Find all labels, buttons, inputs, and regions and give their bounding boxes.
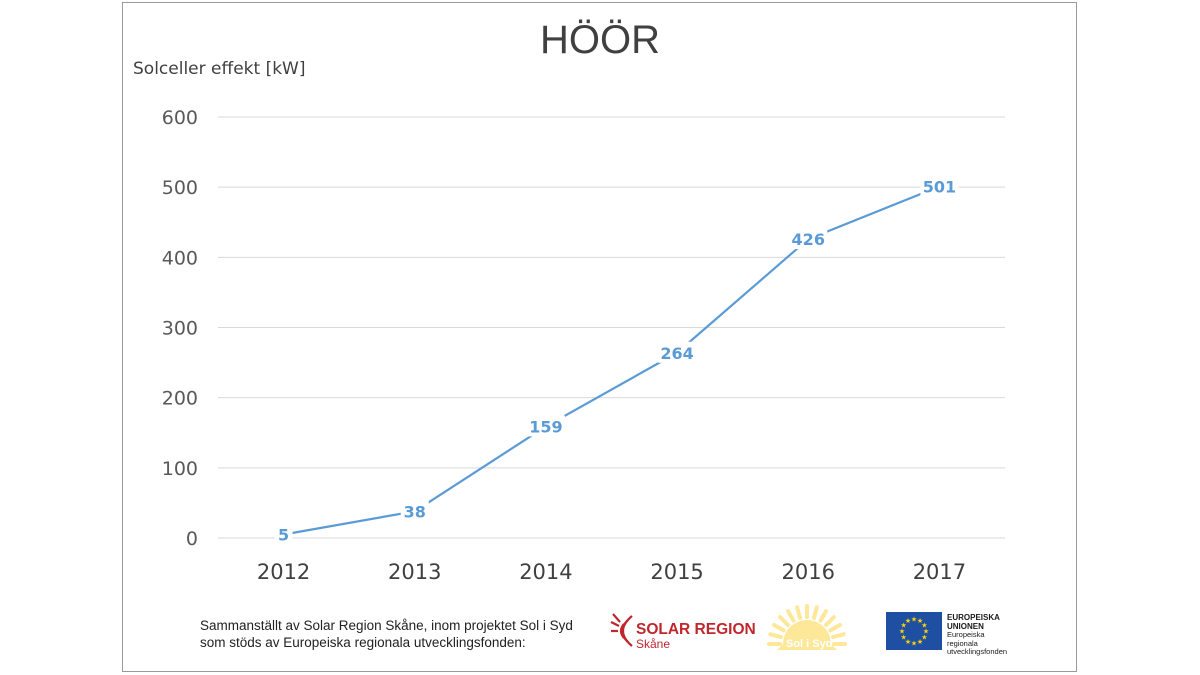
svg-text:★: ★ (917, 617, 923, 625)
y-tick-100: 100 (162, 458, 198, 480)
x-tick-labels: 2012 2013 2014 2015 2016 2017 (257, 560, 966, 584)
svg-text:★: ★ (911, 640, 917, 648)
x-tick-2014: 2014 (519, 560, 572, 584)
eu-title-line-2: UNIONEN (947, 622, 984, 631)
solar-region-logo: SOLAR REGION Skåne (610, 610, 756, 652)
y-tick-0: 0 (186, 528, 198, 550)
data-label-bg-2014 (526, 415, 565, 437)
eu-sub-line-3: utvecklingsfonden (947, 647, 1008, 656)
x-tick-2012: 2012 (257, 560, 310, 584)
data-label-bg-2017 (920, 175, 959, 197)
solar-region-name: SOLAR REGION (636, 621, 756, 638)
svg-text:★: ★ (899, 628, 905, 636)
svg-text:★: ★ (921, 634, 927, 642)
data-label-2017: 501 (923, 177, 956, 196)
data-label-bg-2012 (274, 523, 293, 545)
series-polyline (283, 185, 940, 536)
data-label-2016: 426 (792, 230, 825, 249)
chart-title: HÖÖR (540, 18, 660, 62)
eu-sub-line-2: regionala (947, 638, 978, 648)
gridlines (218, 116, 1005, 539)
svg-text:★: ★ (923, 628, 929, 636)
y-tick-400: 400 (162, 247, 198, 269)
sol-i-syd-logo: Sol i Syd (762, 600, 852, 656)
y-tick-500: 500 (162, 177, 198, 199)
y-axis-label: Solceller effekt [kW] (133, 59, 306, 79)
series-line (283, 185, 940, 536)
sun-icon (767, 604, 847, 650)
x-tick-2017: 2017 (913, 560, 966, 584)
data-labels: 5 38 159 264 426 501 (274, 175, 959, 545)
svg-text:★: ★ (905, 638, 911, 646)
footer-credit: Sammanställt av Solar Region Skåne, inom… (200, 617, 573, 651)
svg-text:★: ★ (917, 638, 923, 646)
x-tick-2015: 2015 (650, 560, 703, 584)
svg-text:★: ★ (911, 616, 917, 624)
footer-line-2: som stöds av Europeiska regionala utveck… (200, 635, 526, 650)
eu-logo: ★ ★ ★ ★ ★ ★ ★ ★ ★ ★ ★ ★ EUROPEISKA UNIONEN Europeis… (886, 612, 1016, 657)
svg-text:★: ★ (900, 634, 906, 642)
y-tick-300: 300 (162, 318, 198, 340)
eu-sub-line-1: Europeiska (947, 630, 985, 639)
y-tick-labels: 0 100 200 300 400 500 600 (162, 107, 198, 550)
eu-flag-icon: ★ ★ ★ ★ ★ ★ ★ ★ ★ ★ ★ ★ (886, 612, 942, 650)
data-label-bg-2015 (658, 341, 697, 363)
svg-text:★: ★ (905, 617, 911, 625)
footer-line-1: Sammanställt av Solar Region Skåne, inom… (200, 618, 573, 633)
solar-region-sun-icon (610, 613, 633, 647)
x-tick-2016: 2016 (782, 560, 835, 584)
data-label-2015: 264 (660, 344, 693, 363)
eu-title-line-1: EUROPEISKA (947, 613, 1000, 622)
y-tick-600: 600 (162, 107, 198, 129)
svg-text:★: ★ (921, 622, 927, 630)
solar-region-sub: Skåne (636, 637, 671, 651)
svg-text:★: ★ (900, 622, 906, 630)
x-tick-2013: 2013 (388, 560, 441, 584)
data-label-bg-2016 (789, 228, 828, 250)
eu-subtitle: Europeiska regionala utvecklingsfonden (947, 630, 1008, 657)
eu-title: EUROPEISKA UNIONEN (947, 613, 1000, 631)
chart-frame (122, 2, 1077, 672)
data-label-2014: 159 (529, 417, 562, 436)
sol-i-syd-name: Sol i Syd (786, 638, 833, 650)
y-tick-200: 200 (162, 388, 198, 410)
data-label-bg-2013 (400, 500, 429, 522)
data-label-2013: 38 (404, 502, 426, 521)
data-label-2012: 5 (278, 525, 289, 544)
